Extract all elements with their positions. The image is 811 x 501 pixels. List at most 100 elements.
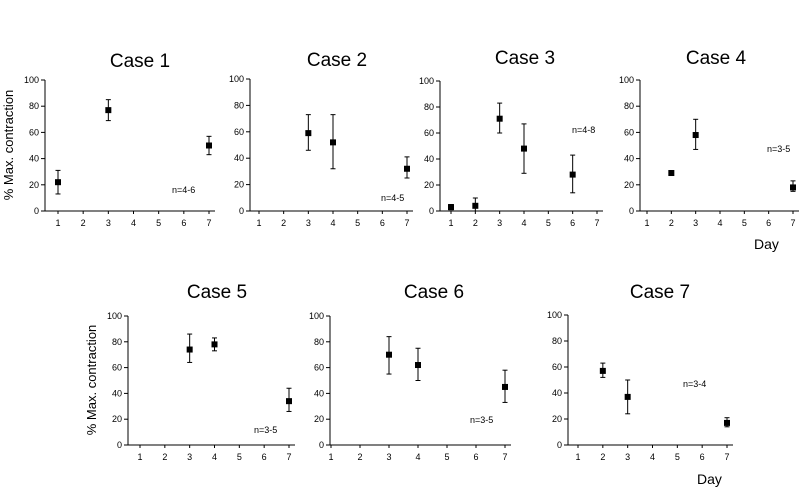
x-tick-label: 2 <box>81 218 86 228</box>
x-tick-label: 6 <box>181 218 186 228</box>
y-tick-label: 0 <box>319 440 324 450</box>
y-tick-label: 40 <box>314 388 324 398</box>
data-point <box>286 398 292 405</box>
data-point <box>305 130 312 137</box>
panel-case-1: Case 1 0 20 40 60 80 100 1 2 3 4 5 6 7 n=4-6 <box>24 51 215 228</box>
data-point <box>502 383 508 390</box>
panel-case-6: Case 6 0 20 40 60 80 100 1 2 3 4 5 6 7 n=3-5 <box>309 282 511 462</box>
y-tick-label: 40 <box>624 154 634 164</box>
x-tick-label: 6 <box>380 218 385 228</box>
chart-title: Case 6 <box>404 282 464 303</box>
data-point <box>496 115 503 122</box>
x-tick-label: 5 <box>546 218 551 228</box>
x-tick-label: 5 <box>742 218 747 228</box>
x-tick-label: 1 <box>448 218 453 228</box>
sample-size-annotation: n=3-4 <box>683 379 706 389</box>
y-tick-label: 0 <box>239 206 244 216</box>
y-tick-label: 40 <box>29 154 39 164</box>
panel-case-4: Case 4 0 20 40 60 80 100 1 2 3 4 5 6 7 n=3-5 <box>619 48 799 228</box>
x-tick-label: 1 <box>575 452 580 462</box>
x-tick-label: 6 <box>262 452 267 462</box>
x-tick-label: 2 <box>669 218 674 228</box>
sample-size-annotation: n=4-6 <box>172 185 195 195</box>
x-tick-label: 3 <box>497 218 502 228</box>
y-tick-label: 80 <box>314 337 324 347</box>
y-axis-label-bottom-row: % Max. contraction <box>84 325 99 436</box>
chart-title: Case 3 <box>495 48 555 69</box>
x-tick-label: 6 <box>700 452 705 462</box>
data-point <box>521 145 527 152</box>
x-tick-label: 5 <box>444 452 449 462</box>
x-tick-label: 7 <box>502 452 507 462</box>
y-tick-label: 100 <box>229 74 244 84</box>
chart-title: Case 7 <box>630 282 690 303</box>
x-tick-label: 3 <box>693 218 698 228</box>
x-tick-label: 5 <box>675 452 680 462</box>
y-axis-label-top-row: % Max. contraction <box>1 90 16 201</box>
chart-title: Case 5 <box>187 282 247 303</box>
y-tick-label: 20 <box>29 180 39 190</box>
x-tick-label: 3 <box>187 452 192 462</box>
sample-size-annotation: n=3-5 <box>254 425 277 435</box>
y-tick-label: 40 <box>234 153 244 163</box>
x-tick-label: 4 <box>521 218 526 228</box>
x-tick-label: 4 <box>212 452 217 462</box>
x-tick-label: 4 <box>131 218 136 228</box>
sample-size-annotation: n=4-5 <box>381 193 404 203</box>
y-tick-label: 100 <box>309 311 324 321</box>
x-tick-label: 2 <box>600 452 605 462</box>
data-point <box>599 367 606 374</box>
y-tick-label: 20 <box>314 414 324 424</box>
y-tick-label: 80 <box>29 101 39 111</box>
sample-size-annotation: n=3-5 <box>767 144 790 154</box>
x-tick-label: 6 <box>570 218 575 228</box>
x-tick-label: 7 <box>724 452 729 462</box>
x-tick-label: 7 <box>286 452 291 462</box>
x-tick-label: 2 <box>162 452 167 462</box>
chart-title: Case 2 <box>307 50 367 71</box>
x-tick-label: 1 <box>55 218 60 228</box>
y-tick-label: 0 <box>34 206 39 216</box>
x-tick-label: 2 <box>281 218 286 228</box>
x-tick-label: 3 <box>306 218 311 228</box>
y-tick-label: 60 <box>112 363 122 373</box>
panel-case-3: Case 3 0 20 40 60 80 100 1 2 3 4 5 6 7 n=4-8 <box>419 48 603 228</box>
data-point <box>186 346 193 353</box>
x-axis-label-bottom-row: Day <box>697 471 722 487</box>
y-tick-label: 40 <box>112 388 122 398</box>
sample-size-annotation: n=3-5 <box>470 415 493 425</box>
x-tick-label: 3 <box>386 452 391 462</box>
data-point <box>404 165 410 172</box>
x-tick-label: 2 <box>473 218 478 228</box>
x-axis-label-top-row: Day <box>754 236 779 252</box>
data-point <box>448 204 454 211</box>
panel-case-7: Case 7 0 20 40 60 80 100 1 2 3 4 5 6 7 n=3-4 <box>547 282 733 462</box>
panel-case-5: Case 5 0 20 40 60 80 100 1 2 3 4 5 6 7 n=3-5 <box>107 282 295 462</box>
y-tick-label: 40 <box>424 154 434 164</box>
x-tick-label: 4 <box>415 452 420 462</box>
data-point <box>724 419 730 426</box>
y-tick-label: 100 <box>24 75 39 85</box>
y-tick-label: 60 <box>234 127 244 137</box>
y-tick-label: 0 <box>429 206 434 216</box>
data-point <box>386 351 392 358</box>
y-tick-label: 100 <box>419 76 434 86</box>
sample-size-annotation: n=4-8 <box>572 125 595 135</box>
x-tick-label: 2 <box>357 452 362 462</box>
x-tick-label: 3 <box>625 452 630 462</box>
x-tick-label: 1 <box>137 452 142 462</box>
x-tick-label: 7 <box>206 218 211 228</box>
y-tick-label: 80 <box>624 101 634 111</box>
data-point <box>330 139 336 146</box>
x-tick-label: 5 <box>355 218 360 228</box>
data-point <box>415 362 421 369</box>
y-tick-label: 20 <box>552 414 562 424</box>
data-point <box>668 170 675 177</box>
y-tick-label: 0 <box>117 440 122 450</box>
x-tick-label: 7 <box>404 218 409 228</box>
data-point <box>692 132 699 139</box>
y-tick-label: 60 <box>424 128 434 138</box>
y-tick-label: 20 <box>424 180 434 190</box>
